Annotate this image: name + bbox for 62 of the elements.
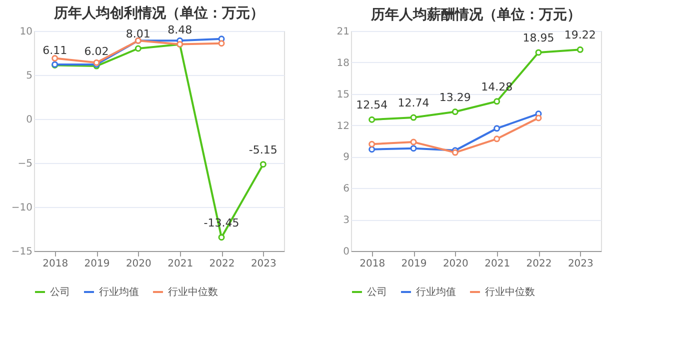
chart-title: 历年人均创利情况（单位：万元）	[53, 5, 264, 22]
data-label: 6.02	[84, 45, 109, 58]
y-tick-label: 10	[20, 26, 32, 38]
y-tick-label: −5	[18, 158, 32, 170]
y-tick-label: 5	[26, 70, 32, 82]
point	[494, 98, 500, 105]
data-label: 8.48	[168, 23, 192, 36]
y-tick-label: 18	[336, 58, 350, 69]
point	[576, 46, 584, 53]
data-label: 6.11	[42, 44, 68, 58]
y-tick-label: 9	[343, 152, 350, 164]
point	[368, 116, 376, 123]
y-tick-label: 6	[343, 184, 350, 195]
data-label: 12.54	[356, 98, 388, 112]
x-tick-label: 2023	[568, 258, 594, 270]
data-label: 19.22	[564, 28, 596, 42]
point	[410, 138, 417, 146]
data-label: 13.29	[439, 90, 471, 104]
legend-label: 行业均值	[99, 286, 139, 298]
y-tick-label: −15	[11, 246, 32, 258]
point	[535, 114, 542, 122]
x-tick-label: 2020	[442, 258, 468, 270]
y-tick-label: 3	[343, 215, 350, 226]
data-label: 8.01	[126, 28, 150, 41]
point	[52, 55, 58, 62]
y-tick-label: 0	[26, 114, 32, 126]
point	[410, 114, 417, 121]
x-tick-label: 2019	[84, 258, 110, 270]
data-label: -5.15	[248, 143, 278, 156]
point	[494, 125, 500, 132]
point	[410, 145, 417, 152]
x-tick-label: 2019	[401, 258, 427, 270]
point	[368, 140, 376, 148]
x-tick-label: 2018	[42, 258, 68, 270]
legend-label: 行业中位数	[168, 286, 218, 298]
point	[218, 40, 225, 47]
x-tick-label: 2021	[484, 258, 510, 270]
legend-label: 行业中位数	[485, 286, 535, 298]
y-tick-label: 0	[343, 246, 350, 258]
point	[260, 161, 266, 168]
chart-title: 历年人均薪酬情况（单位：万元）	[370, 7, 581, 23]
data-label: 18.95	[522, 31, 554, 44]
legend-label: 公司	[50, 286, 70, 298]
x-tick-label: 2021	[168, 258, 194, 270]
y-tick-label: −10	[11, 202, 32, 214]
y-tick-label: 21	[336, 26, 350, 38]
point	[494, 136, 500, 142]
legend-label: 公司	[367, 286, 387, 298]
x-tick-label: 2023	[250, 258, 276, 270]
point	[218, 234, 225, 241]
data-label: 12.74	[398, 96, 430, 110]
x-tick-label: 2020	[126, 258, 152, 270]
point	[134, 45, 142, 52]
x-tick-label: 2022	[526, 258, 552, 270]
point	[452, 108, 458, 116]
point	[535, 49, 542, 56]
point	[368, 146, 376, 153]
x-tick-label: 2018	[360, 258, 386, 270]
x-tick-label: 2022	[209, 258, 235, 270]
y-tick-label: 12	[336, 120, 350, 132]
legend-label: 行业均值	[416, 286, 456, 298]
y-tick-label: 15	[336, 89, 350, 100]
